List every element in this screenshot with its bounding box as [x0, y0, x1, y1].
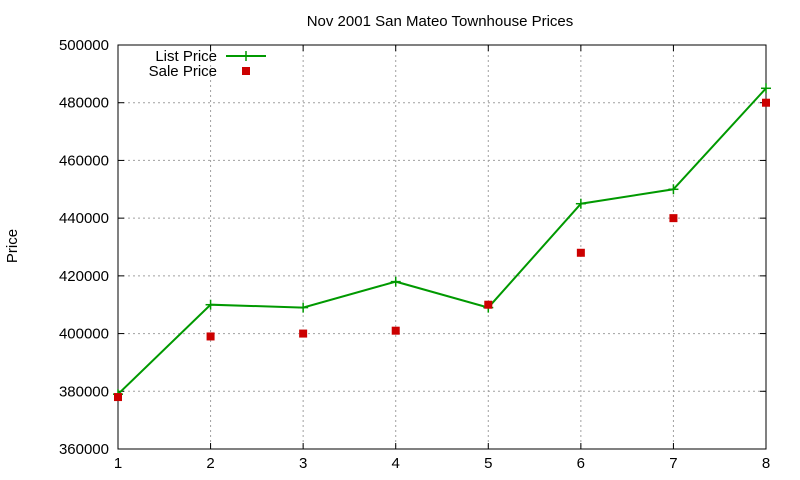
sale-price-point [576, 248, 585, 257]
list-price-point [390, 276, 401, 287]
x-tick-label: 7 [669, 455, 677, 472]
series-layer [113, 83, 771, 402]
list-price-point [668, 184, 679, 195]
sale-price-point [299, 329, 308, 338]
x-tick-label: 2 [206, 455, 214, 472]
legend-swatch-sale-price [242, 67, 250, 75]
sale-price-point [762, 98, 770, 107]
y-tick-label: 400000 [59, 326, 109, 343]
sale-price-point [114, 393, 122, 402]
y-tick-label: 420000 [59, 268, 109, 285]
grid-lines [118, 45, 766, 449]
y-tick-label: 500000 [59, 37, 109, 54]
sale-price-point [484, 300, 493, 309]
y-axis-label: Price [4, 229, 21, 263]
x-tick-label: 5 [484, 455, 492, 472]
y-tick-label: 480000 [59, 95, 109, 112]
legend-label-sale-price: Sale Price [149, 63, 217, 80]
x-tick-label: 6 [577, 455, 585, 472]
legend: List Price Sale Price [149, 48, 266, 80]
sale-price-point [206, 332, 215, 341]
list-price-line [117, 87, 767, 395]
x-tick-label: 1 [114, 455, 122, 472]
sale-price-point [669, 214, 678, 223]
x-tick-label: 3 [299, 455, 307, 472]
list-price-point [298, 302, 309, 313]
y-tick-label: 360000 [59, 441, 109, 458]
y-tick-label: 380000 [59, 383, 109, 400]
axis-ticks: 1 2 3 4 5 6 7 8 360000 380000 400000 420000 440000 46… [59, 37, 770, 472]
y-tick-label: 460000 [59, 152, 109, 169]
list-price-point [761, 83, 771, 94]
x-tick-label: 8 [762, 455, 770, 472]
list-price-point [205, 299, 216, 310]
legend-label-list-price: List Price [155, 48, 217, 65]
plot-frame [117, 44, 767, 450]
y-tick-label: 440000 [59, 210, 109, 227]
x-tick-label: 4 [392, 455, 400, 472]
list-price-point [575, 198, 586, 209]
chart-title: Nov 2001 San Mateo Townhouse Prices [307, 13, 574, 30]
sale-price-point [391, 326, 400, 335]
